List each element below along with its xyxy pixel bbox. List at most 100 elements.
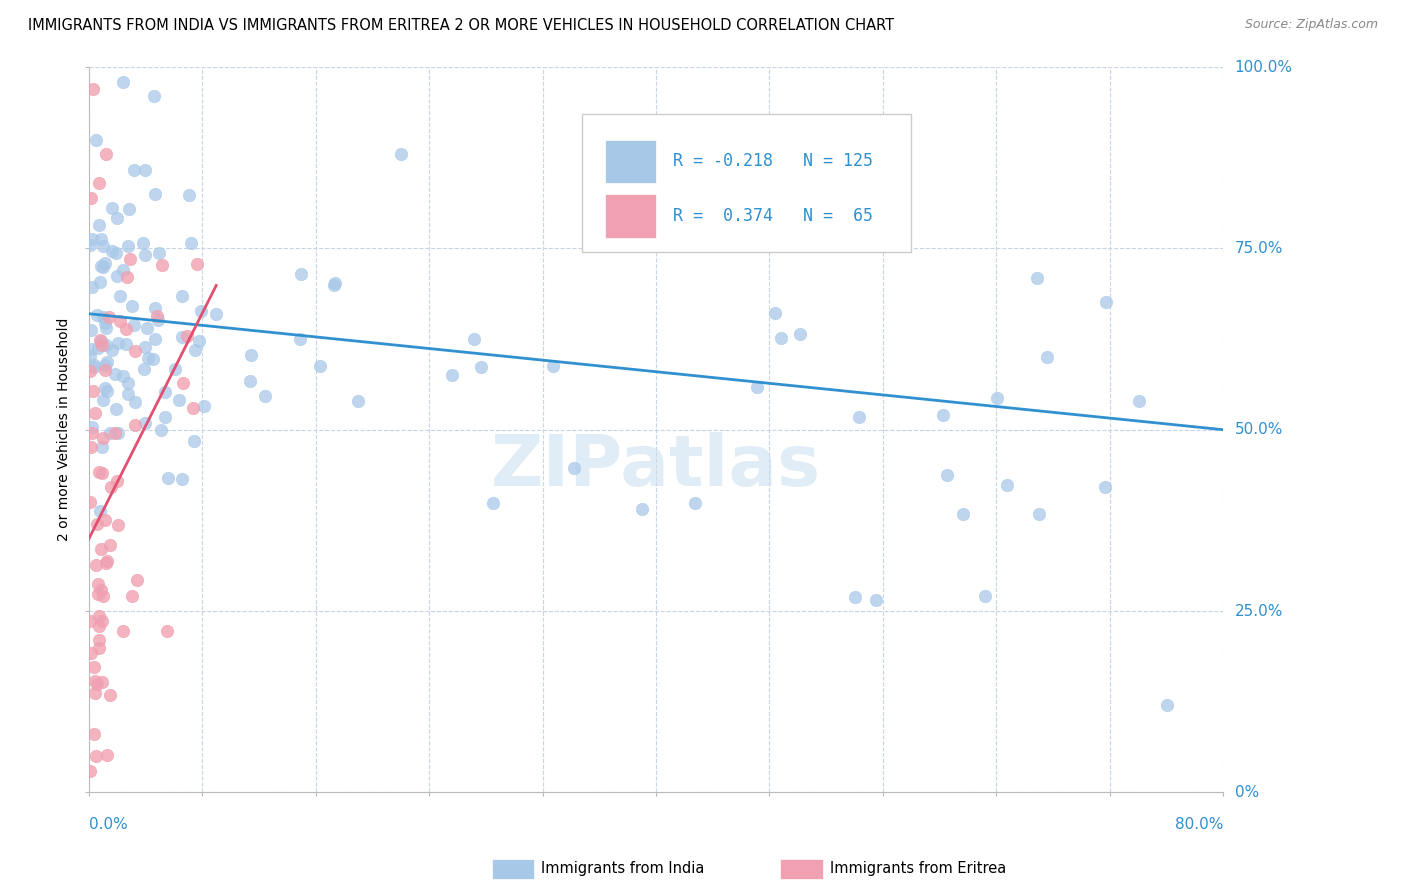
Point	[84, 133, 107, 147]
Point	[463, 332, 485, 346]
Point	[96, 384, 118, 398]
Point	[150, 423, 173, 437]
Text: 0%: 0%	[1234, 785, 1258, 800]
FancyBboxPatch shape	[605, 194, 657, 237]
Point	[101, 244, 124, 258]
Point	[98, 425, 121, 440]
Point	[87, 609, 110, 624]
Point	[79, 495, 101, 509]
Point	[87, 619, 110, 633]
Point	[94, 556, 117, 570]
Point	[79, 238, 101, 252]
Point	[101, 201, 124, 215]
Point	[995, 478, 1018, 492]
Point	[848, 410, 870, 425]
Point	[87, 465, 110, 479]
Point	[91, 440, 114, 454]
Point	[986, 392, 1008, 406]
Point	[87, 640, 110, 655]
Point	[181, 401, 204, 415]
Point	[172, 289, 194, 303]
Text: 50.0%: 50.0%	[1234, 422, 1282, 437]
Point	[136, 321, 159, 335]
Point	[107, 518, 129, 533]
Point	[146, 313, 169, 327]
Point	[107, 426, 129, 441]
Point	[80, 440, 103, 454]
Point	[90, 542, 112, 557]
Point	[91, 392, 114, 407]
Text: R = -0.218   N = 125: R = -0.218 N = 125	[673, 153, 873, 170]
Point	[172, 376, 194, 390]
Point	[98, 538, 121, 552]
Point	[163, 362, 186, 376]
Point	[1025, 271, 1047, 285]
Point	[87, 577, 110, 591]
Point	[98, 688, 121, 702]
Point	[91, 590, 114, 604]
Point	[323, 276, 346, 290]
Point	[125, 573, 148, 587]
Point	[87, 341, 110, 355]
Point	[155, 410, 177, 425]
Point	[101, 343, 124, 357]
Point	[110, 289, 132, 303]
Point	[86, 676, 108, 690]
Point	[290, 332, 312, 346]
Point	[188, 334, 211, 349]
Point	[91, 310, 114, 325]
Point	[112, 369, 135, 384]
Point	[108, 314, 131, 328]
Point	[96, 747, 118, 762]
Point	[82, 82, 104, 96]
Point	[239, 348, 262, 362]
Point	[124, 395, 146, 409]
Point	[253, 388, 276, 402]
Point	[83, 686, 105, 700]
Text: 0.0%: 0.0%	[89, 817, 128, 832]
Point	[323, 278, 346, 293]
Point	[80, 280, 103, 294]
Text: Immigrants from India: Immigrants from India	[541, 862, 704, 876]
Point	[470, 360, 492, 375]
Point	[89, 504, 111, 518]
Point	[107, 336, 129, 351]
Y-axis label: 2 or more Vehicles in Household: 2 or more Vehicles in Household	[58, 318, 72, 541]
Point	[132, 235, 155, 250]
Point	[94, 338, 117, 352]
Point	[974, 589, 997, 603]
Point	[1094, 480, 1116, 494]
Point	[91, 338, 114, 352]
Point	[90, 583, 112, 598]
Point	[122, 318, 145, 332]
Point	[117, 238, 139, 252]
Point	[134, 163, 156, 178]
Point	[79, 349, 101, 363]
Point	[844, 590, 866, 604]
Point	[1095, 295, 1118, 310]
Point	[184, 343, 207, 357]
Point	[763, 306, 786, 320]
Point	[156, 471, 179, 485]
Point	[134, 416, 156, 430]
Point	[156, 624, 179, 638]
Point	[145, 186, 167, 201]
Point	[86, 308, 108, 322]
Point	[90, 615, 112, 629]
Point	[80, 191, 103, 205]
Point	[238, 374, 260, 388]
Point	[683, 496, 706, 510]
Point	[172, 330, 194, 344]
Point	[121, 589, 143, 603]
Point	[100, 480, 122, 494]
Point	[745, 380, 768, 394]
Point	[90, 259, 112, 273]
Point	[936, 468, 959, 483]
Point	[89, 276, 111, 290]
Point	[83, 359, 105, 374]
Point	[440, 368, 463, 382]
Point	[193, 399, 215, 413]
Point	[150, 258, 173, 272]
Point	[90, 232, 112, 246]
Point	[153, 385, 176, 400]
